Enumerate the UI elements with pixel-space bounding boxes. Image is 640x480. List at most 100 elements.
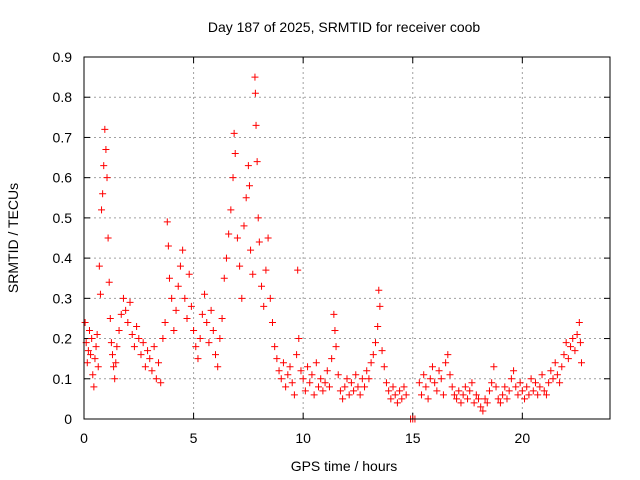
data-point [101,125,109,133]
data-point [214,363,222,371]
data-point [152,375,160,383]
data-point [564,355,572,363]
data-point [444,351,452,359]
data-point [216,335,224,343]
data-point [218,314,226,322]
data-point [481,395,489,403]
data-point [258,282,266,290]
data-point [99,190,107,198]
x-tick-label: 0 [80,430,88,446]
data-point [163,218,171,226]
data-point [512,383,520,391]
data-point [389,383,397,391]
data-point [209,327,217,335]
data-point [549,375,557,383]
data-point [490,363,498,371]
data-point [282,383,290,391]
data-point [361,383,369,391]
data-point [84,347,92,355]
data-point [424,395,432,403]
data-point [299,375,307,383]
data-point [196,335,204,343]
data-point [398,395,406,403]
data-point [247,246,255,254]
data-point [98,206,106,214]
data-point [439,391,447,399]
data-point [164,242,172,250]
data-point [240,222,248,230]
data-point [122,306,130,314]
data-point [507,375,515,383]
data-point [113,343,121,351]
data-point [376,302,384,310]
y-tick-label: 0.6 [53,170,73,186]
x-tick-label: 5 [190,430,198,446]
data-point [262,266,270,274]
data-point [415,379,423,387]
data-point [418,391,426,399]
data-point [330,310,338,318]
data-point [295,335,303,343]
data-point [141,363,149,371]
data-point [192,343,200,351]
data-point [83,359,91,367]
data-point [159,335,167,343]
data-point [201,290,209,298]
data-point [442,359,450,367]
data-point [450,391,458,399]
data-point [110,363,118,371]
data-point [494,395,502,403]
data-point [367,359,375,367]
data-point [242,194,250,202]
data-point [255,238,263,246]
y-tick-label: 0.2 [53,331,73,347]
data-point [96,290,104,298]
data-point [220,274,228,282]
data-point [531,379,539,387]
data-point [521,395,529,403]
data-point [385,387,393,395]
data-point [108,351,116,359]
data-point [464,395,472,403]
data-point [315,383,323,391]
data-point [453,395,461,403]
data-point [107,339,115,347]
data-point [317,375,325,383]
y-tick-label: 0.3 [53,290,73,306]
data-point [293,351,301,359]
x-axis-label: GPS time / hours [291,458,398,474]
data-point [284,371,292,379]
data-point [225,230,233,238]
data-point [89,371,97,379]
y-tick-label: 0.1 [53,371,73,387]
axis-ticks: 0 0.1 0.2 0.3 0.4 0.5 0.6 0.7 0.8 0.9 0 5 10 15 20 [53,49,610,446]
data-point [461,383,469,391]
y-tick-label: 0.5 [53,210,73,226]
data-point [545,379,553,387]
data-point [365,375,373,383]
data-point [334,371,342,379]
data-point [249,270,257,278]
data-point [569,335,577,343]
data-point [288,379,296,387]
data-point [422,383,430,391]
data-point [135,335,143,343]
data-point [253,158,261,166]
data-point [343,375,351,383]
data-point [352,371,360,379]
data-point [205,339,213,347]
data-point [174,282,182,290]
grid [84,57,610,419]
data-point [420,371,428,379]
data-point [553,371,561,379]
data-point [567,343,575,351]
data-point [161,318,169,326]
data-point [505,387,513,395]
chart-title: Day 187 of 2025, SRMTID for receiver coo… [208,19,481,35]
data-points [81,73,586,423]
data-point [306,379,314,387]
y-tick-label: 0.7 [53,129,73,145]
data-point [268,318,276,326]
data-point [431,379,439,387]
